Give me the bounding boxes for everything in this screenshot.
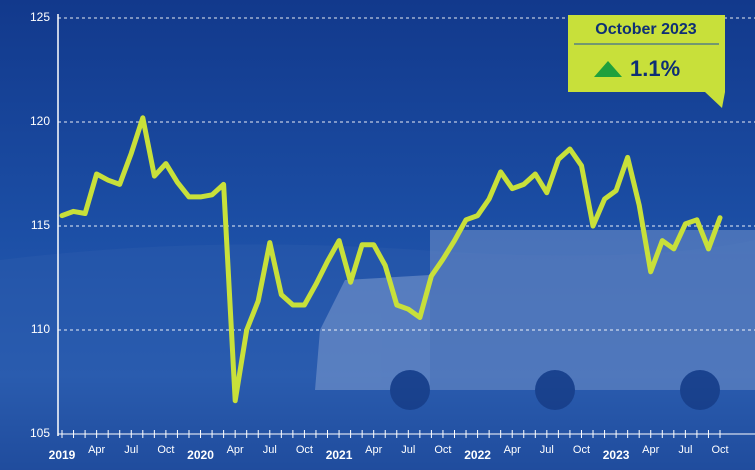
x-tick-label: Jul — [124, 444, 138, 456]
x-tick-label: Jul — [540, 444, 554, 456]
x-tick-label: 2021 — [326, 448, 353, 462]
x-tick-label: Oct — [573, 444, 590, 456]
x-tick-label: Oct — [711, 444, 728, 456]
x-tick-label: Apr — [88, 444, 105, 456]
callout: October 2023 1.1% — [568, 15, 725, 108]
x-tick-label: 2022 — [464, 448, 491, 462]
x-tick-label: 2023 — [603, 448, 630, 462]
truck — [315, 230, 755, 410]
x-tick-label: Oct — [434, 444, 451, 456]
x-tick-label: Apr — [504, 444, 521, 456]
callout-title: October 2023 — [595, 21, 696, 38]
x-tick-label: Oct — [296, 444, 313, 456]
x-tick-label: Jul — [401, 444, 415, 456]
callout-change: 1.1% — [630, 56, 680, 81]
x-tick-label: Jul — [678, 444, 692, 456]
x-tick-label: Apr — [642, 444, 659, 456]
x-tick-label: Apr — [365, 444, 382, 456]
x-tick-label: Apr — [227, 444, 244, 456]
x-tick-label: Oct — [157, 444, 174, 456]
y-tick-label: 115 — [31, 218, 50, 232]
y-tick-label: 125 — [30, 10, 50, 24]
x-tick-label: 2020 — [187, 448, 214, 462]
y-tick-label: 110 — [31, 322, 50, 336]
x-tick-label: 2019 — [49, 448, 76, 462]
y-tick-label: 105 — [30, 426, 50, 440]
x-tick-label: Jul — [263, 444, 277, 456]
data-line — [59, 115, 723, 404]
y-tick-label: 120 — [30, 114, 50, 128]
